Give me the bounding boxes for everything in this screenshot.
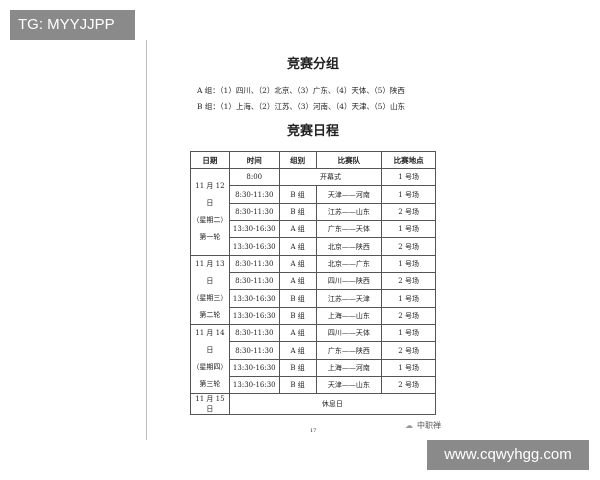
date-line: 第三轮 <box>199 380 221 389</box>
venue-cell: 1 号场 <box>381 324 436 343</box>
rest-day-cell: 休息日 <box>228 393 437 416</box>
group-cell: A 组 <box>278 341 317 360</box>
table-row: 8:30-11:30 A 组四川——陕西 2 号场 <box>191 272 436 291</box>
teams-cell: 广东——陕西 <box>315 341 383 360</box>
group-cell: A 组 <box>278 237 317 256</box>
venue-cell: 1 号场 <box>381 254 436 274</box>
groups-title: 竞赛分组 <box>286 57 339 72</box>
table-row: 8:30-11:30 B 组天津——河南 1 号场 <box>191 185 436 204</box>
venue-cell: 1 号场 <box>381 220 436 239</box>
venue-cell: 2 号场 <box>381 376 436 395</box>
venue-cell: 2 号场 <box>381 341 436 360</box>
table-row: 11 月 14 日（星期四） 第三轮 8:30-11:30 A 组四川——天体 1 号场 <box>190 324 436 395</box>
table-row: 13:30-16:30 B 组天津——山东 2 号场 <box>191 376 436 395</box>
teams-cell: 江苏——天津 <box>315 289 383 308</box>
venue-cell: 2 号场 <box>381 272 436 291</box>
venue-cell: 2 号场 <box>381 306 436 326</box>
teams-cell: 上海——山东 <box>315 306 383 326</box>
time-cell: 13:30-16:30 <box>228 237 280 256</box>
page-edge-divider <box>146 40 147 440</box>
url-tag: www.cqwyhgg.com <box>427 440 589 470</box>
time-cell: 8:00 <box>228 167 280 187</box>
wechat-icon: ☁ <box>405 421 413 430</box>
time-cell: 13:30-16:30 <box>228 376 280 395</box>
date-line: 11 月 14 日 <box>195 329 225 355</box>
date-line: 11 月 12 日 <box>195 181 225 207</box>
teams-cell: 天津——山东 <box>315 376 383 395</box>
date-cell: 11 月 12 日 （星期二） 第一轮 <box>190 168 230 256</box>
header-date: 日期 <box>190 151 230 169</box>
header-teams: 比赛队 <box>315 151 383 169</box>
table-row: 13:30-16:30 B 组江苏——天津 1 号场 <box>191 289 436 308</box>
table-header-row: 日期 时间 组别 比赛队 比赛地点 <box>190 151 436 169</box>
teams-cell: 北京——陕西 <box>315 237 383 256</box>
header-venue: 比赛地点 <box>381 151 436 169</box>
header-group: 组别 <box>278 151 317 169</box>
watermark-text: 中职禅 <box>417 421 441 430</box>
group-b-line: B 组：（1）上海、（2）江苏、（3）河南、（4）天津、（5）山东 <box>197 102 406 111</box>
venue-cell: 2 号场 <box>381 237 436 256</box>
table-row: 13:30-16:30 A 组广东——天体 1 号场 <box>191 220 436 239</box>
teams-cell: 四川——陕西 <box>315 272 383 291</box>
venue-cell: 1 号场 <box>381 185 436 204</box>
teams-cell: 天津——河南 <box>315 185 383 204</box>
group-cell: A 组 <box>278 254 317 274</box>
teams-cell: 北京——广东 <box>315 254 383 274</box>
venue-cell: 2 号场 <box>381 202 436 222</box>
table-row: 11 月 13 日（星期三） 第二轮 8:30-11:30 A 组北京——广东 1 号场 <box>190 254 436 326</box>
time-cell: 8:30-11:30 <box>228 254 280 274</box>
table-row: 8:30-11:30 A 组广东——陕西 2 号场 <box>191 341 436 360</box>
opening-cell: 开幕式 <box>278 167 383 187</box>
time-cell: 8:30-11:30 <box>228 272 280 291</box>
teams-cell: 四川——天体 <box>315 324 383 343</box>
date-line: 第二轮 <box>199 310 221 319</box>
group-cell: B 组 <box>278 358 317 378</box>
time-cell: 8:30-11:30 <box>228 185 280 204</box>
date-cell: 11 月 14 日 （星期四） 第三轮 <box>190 324 230 395</box>
time-cell: 13:30-16:30 <box>228 220 280 239</box>
table-row: 11 月 15 日休息日 <box>190 393 437 416</box>
time-cell: 13:30-16:30 <box>228 306 280 326</box>
group-cell: B 组 <box>278 306 317 326</box>
teams-cell: 江苏——山东 <box>315 202 383 222</box>
group-cell: B 组 <box>278 376 317 395</box>
overlay-tag: TG: MYYJJPP <box>10 10 135 40</box>
date-line: 第一轮 <box>199 232 221 241</box>
table-row: 11 月 12 日（星期二） 第一轮 8:00 开幕式 1 号场 <box>190 167 436 256</box>
time-cell: 8:30-11:30 <box>228 341 280 360</box>
venue-cell: 1 号场 <box>381 167 436 187</box>
group-cell: A 组 <box>278 324 317 343</box>
venue-cell: 1 号场 <box>381 358 436 378</box>
group-cell: A 组 <box>278 272 317 291</box>
schedule-title: 竞赛日程 <box>286 124 339 139</box>
date-line: 11 月 13 日 <box>195 259 225 285</box>
date-line: （星期二） <box>192 215 228 224</box>
group-cell: B 组 <box>278 185 317 204</box>
time-cell: 13:30-16:30 <box>228 358 280 378</box>
teams-cell: 上海——河南 <box>315 358 383 378</box>
date-cell: 11 月 15 日 <box>190 393 230 416</box>
table-row: 13:30-16:30 B 组上海——河南 1 号场 <box>191 358 436 378</box>
watermark: ☁ 中职禅 <box>405 420 441 431</box>
teams-cell: 广东——天体 <box>315 220 383 239</box>
schedule-table: 日期 时间 组别 比赛队 比赛地点 11 月 12 日 （星期二） 第一轮 8:00 开… <box>190 151 437 416</box>
table-row: 13:30-16:30 B 组上海——山东 2 号场 <box>191 306 436 326</box>
date-line: （星期三） <box>192 293 228 302</box>
group-cell: A 组 <box>278 220 317 239</box>
date-cell: 11 月 13 日 （星期三） 第二轮 <box>190 254 230 326</box>
venue-cell: 1 号场 <box>381 289 436 308</box>
header-time: 时间 <box>228 151 280 169</box>
page-number: 17 <box>310 428 317 434</box>
group-cell: B 组 <box>278 202 317 222</box>
date-line: （星期四） <box>192 363 228 372</box>
time-cell: 13:30-16:30 <box>228 289 280 308</box>
group-a-line: A 组：（1）四川、（2）北京、（3）广东、（4）天体、（5）陕西 <box>197 86 405 95</box>
time-cell: 8:30-11:30 <box>228 202 280 222</box>
group-cell: B 组 <box>278 289 317 308</box>
time-cell: 8:30-11:30 <box>228 324 280 343</box>
